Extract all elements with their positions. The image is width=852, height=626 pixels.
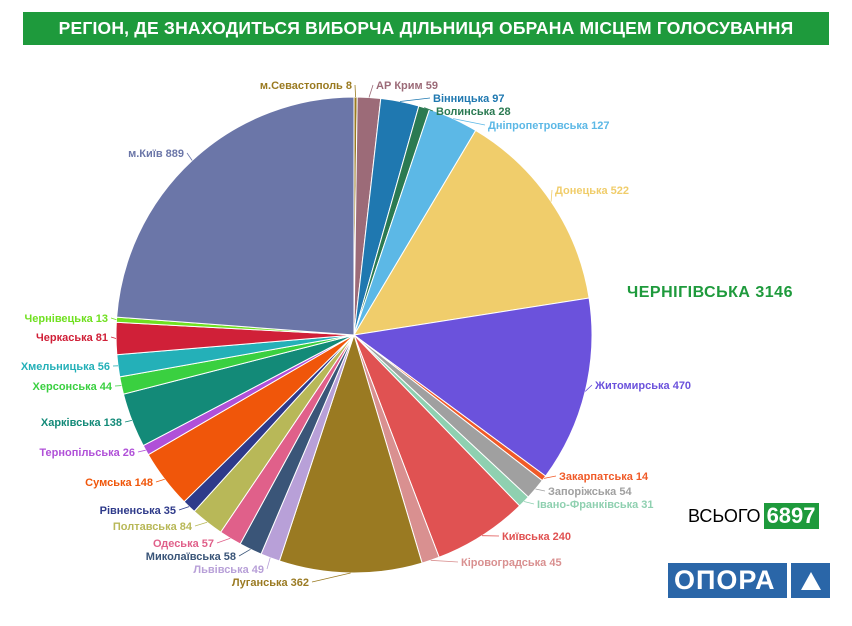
slice-label: Житомирська 470 — [594, 380, 691, 392]
leader-line — [453, 118, 486, 126]
slice-label: АР Крим 59 — [376, 80, 438, 92]
leader-line — [535, 488, 546, 492]
pie-slice — [353, 129, 590, 336]
slice-label: Закарпатська 14 — [559, 471, 649, 483]
leader-line — [550, 189, 553, 202]
slice-label: Херсонська 44 — [33, 381, 113, 393]
slice-label: Тернопільська 26 — [39, 447, 135, 459]
leader-line — [110, 336, 117, 339]
leader-line — [430, 559, 459, 563]
slice-label: Львівська 49 — [193, 564, 264, 576]
leader-line — [354, 84, 356, 98]
total-label: ВСЬОГО — [688, 505, 761, 526]
label-leader-lines — [110, 84, 593, 583]
leader-line — [311, 572, 351, 583]
leader-line — [216, 537, 231, 544]
pie-slice — [116, 96, 355, 336]
logo-text: ОПОРА — [674, 565, 776, 595]
triangle-up-icon — [791, 571, 830, 591]
logo-divider — [787, 563, 791, 598]
leader-line — [523, 501, 535, 505]
opora-logo: ОПОРА — [668, 563, 830, 598]
excluded-region-note: ЧЕРНІГІВСЬКА 3146 — [627, 284, 793, 301]
leader-line — [194, 521, 208, 527]
leader-line — [186, 152, 193, 161]
leader-line — [110, 317, 117, 321]
slice-label: Сумська 148 — [85, 477, 153, 489]
leader-line — [399, 97, 431, 102]
slice-label: м.Севастополь 8 — [260, 80, 352, 92]
pie-slice — [352, 297, 593, 477]
leader-line — [543, 475, 557, 479]
slice-label: Одеська 57 — [153, 538, 214, 550]
chart-title-bar: РЕГІОН, ДЕ ЗНАХОДИТЬСЯ ВИБОРЧА ДІЛЬНИЦЯ … — [23, 12, 829, 45]
slice-label: Волинська 28 — [436, 106, 511, 118]
leader-line — [238, 548, 251, 557]
pie-slice — [278, 333, 423, 574]
slice-label: Рівненська 35 — [100, 505, 176, 517]
slice-label: Вінницька 97 — [433, 93, 505, 105]
total-block: ВСЬОГО 6897 — [688, 503, 819, 529]
slice-label: Запоріжська 54 — [548, 486, 632, 498]
slice-label: Донецька 522 — [555, 185, 629, 197]
slice-label: м.Київ 889 — [128, 148, 184, 160]
slice-label: Київська 240 — [502, 531, 571, 543]
slice-label: Харківська 138 — [41, 417, 122, 429]
slice-label: Дніпропетровська 127 — [488, 120, 609, 132]
leader-line — [266, 557, 271, 570]
leader-line — [155, 478, 165, 483]
slice-label: Луганська 362 — [232, 577, 309, 589]
leader-line — [178, 506, 190, 511]
chart-title: РЕГІОН, ДЕ ЗНАХОДИТЬСЯ ВИБОРЧА ДІЛЬНИЦЯ … — [58, 18, 794, 38]
slice-label: Черкаська 81 — [36, 332, 108, 344]
leader-line — [424, 107, 434, 112]
slice-label: Полтавська 84 — [113, 521, 193, 533]
pie-slices — [115, 96, 593, 574]
slice-label: Чернівецька 13 — [25, 313, 108, 325]
slice-label: Хмельницька 56 — [21, 361, 110, 373]
leader-line — [584, 384, 593, 392]
slice-label: Івано-Франківська 31 — [537, 499, 654, 511]
leader-line — [124, 420, 132, 423]
slice-label: Кіровоградська 45 — [461, 557, 562, 569]
total-value: 6897 — [763, 503, 819, 529]
slice-label: Миколаївська 58 — [146, 551, 236, 563]
leader-line — [137, 449, 146, 453]
leader-line — [368, 84, 374, 98]
